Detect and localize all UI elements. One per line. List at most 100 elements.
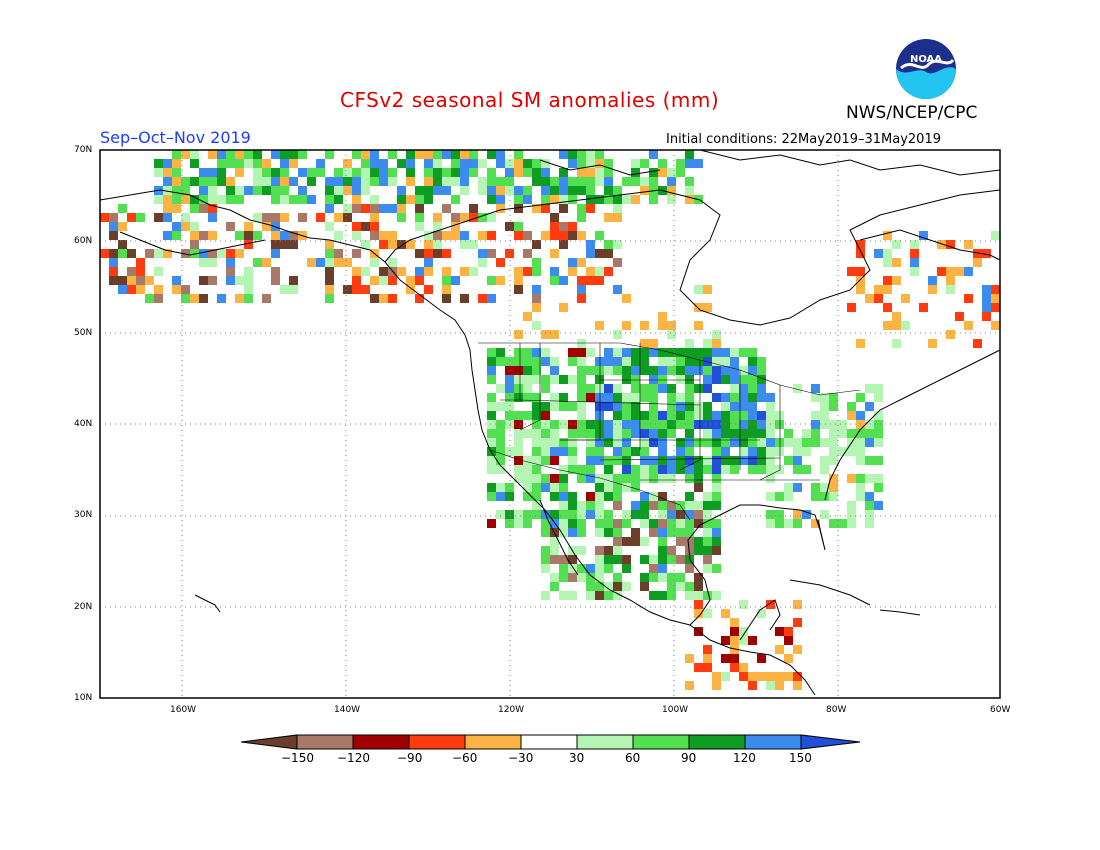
anomaly-cell [577,528,586,537]
anomaly-cell [640,159,649,168]
anomaly-cell [253,168,262,177]
anomaly-cell [712,447,721,456]
anomaly-cell [559,375,568,384]
anomaly-cell [712,519,721,528]
anomaly-cell [658,357,667,366]
logo-text: NOAA [910,54,942,65]
anomaly-cell [658,519,667,528]
anomaly-cell [595,375,604,384]
anomaly-cell [820,420,829,429]
anomaly-cell [541,186,550,195]
anomaly-cell [586,186,595,195]
anomaly-cell [586,150,595,159]
anomaly-cell [469,159,478,168]
anomaly-cell [667,348,676,357]
anomaly-cell [118,285,127,294]
anomaly-cell [451,222,460,231]
anomaly-cell [568,564,577,573]
anomaly-cell [658,546,667,555]
anomaly-cell [595,393,604,402]
anomaly-cell [487,438,496,447]
anomaly-cell [235,159,244,168]
anomaly-cell [757,456,766,465]
anomaly-cell [712,474,721,483]
anomaly-cell [649,150,658,159]
anomaly-cell [280,168,289,177]
anomaly-cell [595,519,604,528]
anomaly-cell [892,312,901,321]
anomaly-cell [190,204,199,213]
anomaly-cell [703,339,712,348]
anomaly-cell [469,213,478,222]
anomaly-cell [541,546,550,555]
anomaly-cell [640,501,649,510]
anomaly-cell [883,258,892,267]
anomaly-cell [352,204,361,213]
anomaly-cell [595,267,604,276]
anomaly-cell [649,456,658,465]
anomaly-cell [775,510,784,519]
anomaly-cell [343,258,352,267]
anomaly-cell [775,627,784,636]
anomaly-cell [982,285,991,294]
anomaly-cell [703,456,712,465]
anomaly-cell [487,249,496,258]
anomaly-cell [649,501,658,510]
anomaly-cell [424,249,433,258]
anomaly-cell [406,285,415,294]
anomaly-cell [442,231,451,240]
anomaly-cell [550,249,559,258]
anomaly-cell [442,150,451,159]
anomaly-cell [757,366,766,375]
anomaly-cell [658,555,667,564]
anomaly-cell [730,411,739,420]
anomaly-cell [334,249,343,258]
anomaly-cell [595,420,604,429]
anomaly-cell [892,240,901,249]
anomaly-cell [253,186,262,195]
anomaly-cell [847,303,856,312]
anomaly-cell [829,420,838,429]
anomaly-cell [739,627,748,636]
anomaly-cell [487,213,496,222]
colorbar-label-150: 150 [789,751,812,765]
anomaly-cell [586,438,595,447]
anomaly-cell [280,285,289,294]
lat-label-30n: 30N [74,510,93,520]
anomaly-cell [991,231,1000,240]
anomaly-cell [550,438,559,447]
anomaly-cell [388,150,397,159]
anomaly-cell [856,447,865,456]
anomaly-cell [712,564,721,573]
anomaly-cell [874,384,883,393]
anomaly-cell [424,186,433,195]
anomaly-cell [370,213,379,222]
anomaly-cell [118,249,127,258]
anomaly-cell [271,195,280,204]
anomaly-cell [640,438,649,447]
anomaly-cell [721,375,730,384]
anomaly-cell [550,222,559,231]
anomaly-cell [676,537,685,546]
anomaly-cell [910,267,919,276]
anomaly-cell [721,402,730,411]
anomaly-cell [406,177,415,186]
anomaly-cell [388,231,397,240]
anomaly-cell [766,519,775,528]
anomaly-cell [721,672,730,681]
anomaly-cell [514,366,523,375]
anomaly-cell [820,411,829,420]
anomaly-cell [874,438,883,447]
anomaly-cell [658,456,667,465]
anomaly-cell [505,222,514,231]
anomaly-cell [496,150,505,159]
anomaly-cell [523,366,532,375]
anomaly-cell [505,177,514,186]
anomaly-cell [829,492,838,501]
anomaly-cell [784,483,793,492]
anomaly-cell [550,555,559,564]
anomaly-cell [667,384,676,393]
anomaly-cell [613,438,622,447]
anomaly-cell [118,204,127,213]
anomaly-cell [766,474,775,483]
